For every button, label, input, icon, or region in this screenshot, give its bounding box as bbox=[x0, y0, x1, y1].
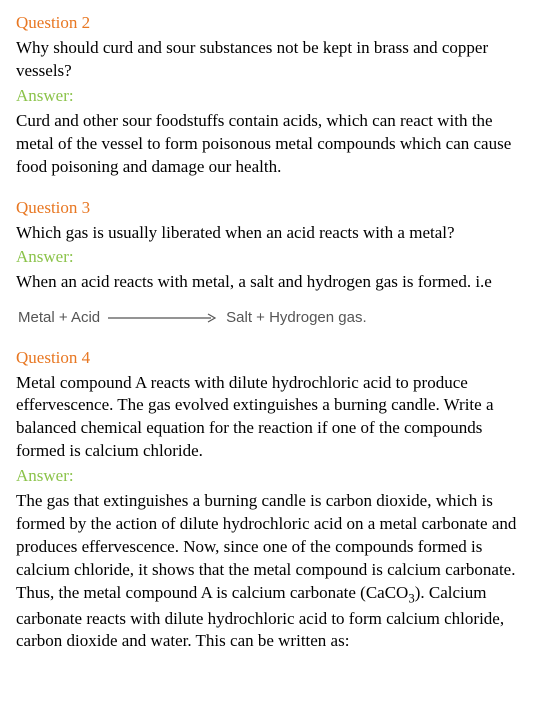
equation-metal-acid: Metal + Acid Salt + Hydrogen gas. bbox=[16, 308, 531, 328]
question-4-text: Metal compound A reacts with dilute hydr… bbox=[16, 372, 531, 464]
equation-right: Salt + Hydrogen gas. bbox=[226, 308, 367, 328]
answer-2-label: Answer: bbox=[16, 85, 531, 108]
question-3-label: Question 3 bbox=[16, 197, 531, 220]
answer-4-label: Answer: bbox=[16, 465, 531, 488]
answer-3-text: When an acid reacts with metal, a salt a… bbox=[16, 271, 531, 294]
equation-left: Metal + Acid bbox=[18, 308, 100, 328]
question-2-label: Question 2 bbox=[16, 12, 531, 35]
answer-2-text: Curd and other sour foodstuffs contain a… bbox=[16, 110, 531, 179]
arrow-right-icon bbox=[108, 313, 218, 323]
question-3-text: Which gas is usually liberated when an a… bbox=[16, 222, 531, 245]
answer-4-text: The gas that extinguishes a burning cand… bbox=[16, 490, 531, 653]
answer-3-label: Answer: bbox=[16, 246, 531, 269]
question-4-label: Question 4 bbox=[16, 347, 531, 370]
question-2-text: Why should curd and sour substances not … bbox=[16, 37, 531, 83]
